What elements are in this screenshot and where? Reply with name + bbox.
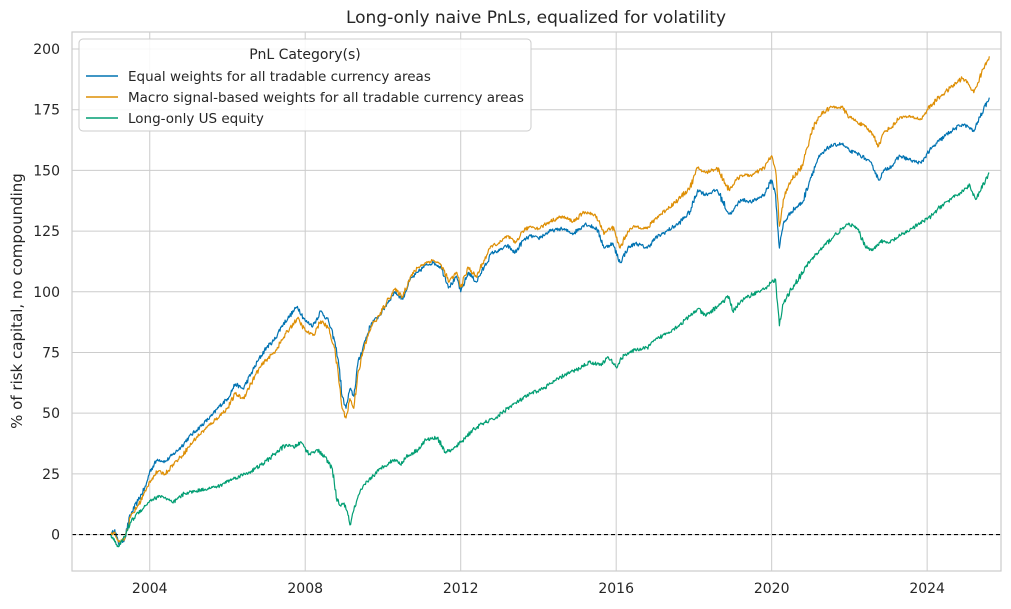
chart-title: Long-only naive PnLs, equalized for vola… [346,8,726,28]
y-tick-label: 200 [33,42,60,58]
series-line-2 [110,56,990,544]
x-tick-label: 2008 [287,581,323,597]
legend-title: PnL Category(s) [249,47,361,63]
y-tick-label: 125 [33,224,60,240]
y-tick-label: 0 [51,528,60,544]
y-tick-label: 175 [33,103,60,119]
legend-entry-2: Macro signal-based weights for all trada… [128,90,524,106]
plot-frame [71,31,1002,572]
y-tick-label: 150 [33,163,60,179]
y-tick-label: 50 [42,406,60,422]
y-tick-label: 100 [33,285,60,301]
legend-entry-3: Long-only US equity [128,111,264,127]
y-tick-label: 25 [42,467,60,483]
series-line-3 [110,172,990,548]
series-lines [72,56,1001,548]
legend-box [78,38,532,132]
x-tick-label: 2016 [598,581,634,597]
x-tick-label: 2012 [443,581,479,597]
y-axis-label: % of risk capital, no compounding [8,173,26,429]
legend: PnL Category(s) Equal weights for all tr… [78,38,532,132]
axes: 0 25 50 75 100 125 150 175 200 2004 2008 2012 2016 20… [33,42,945,597]
x-tick-label: 2024 [909,581,945,597]
series-line-1 [110,97,990,545]
legend-entry-1: Equal weights for all tradable currency … [128,69,431,85]
x-tick-label: 2020 [754,581,790,597]
y-tick-label: 75 [42,345,60,361]
x-tick-label: 2004 [132,581,168,597]
